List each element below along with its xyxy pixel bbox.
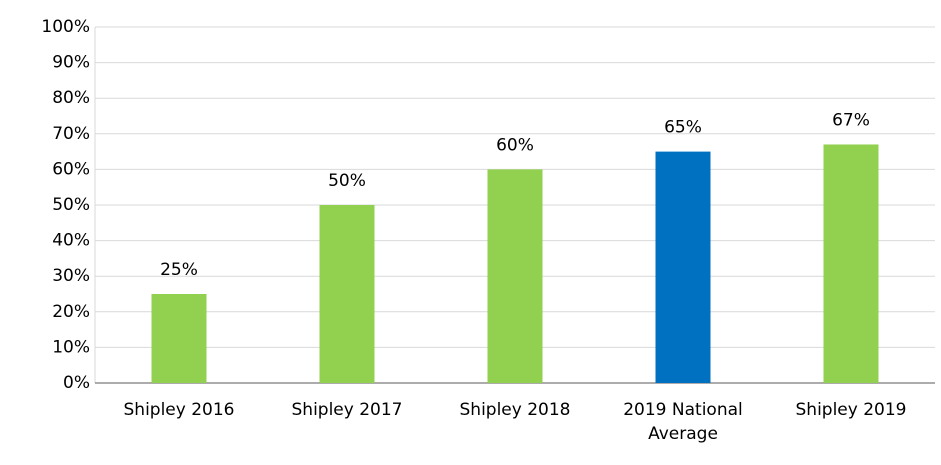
data-label: 25%	[160, 260, 198, 280]
y-tick-label: 0%	[63, 373, 90, 393]
bar	[655, 151, 711, 383]
y-tick-label: 80%	[52, 88, 90, 108]
bar	[151, 294, 207, 383]
x-tick-label: Shipley 2019	[795, 400, 907, 420]
x-tick-label: Shipley 2017	[291, 400, 403, 420]
y-tick-label: 30%	[52, 266, 90, 286]
y-tick-label: 40%	[52, 231, 90, 251]
x-tick-label: Shipley 2016	[123, 400, 235, 420]
y-tick-label: 100%	[41, 17, 90, 37]
data-label: 60%	[496, 135, 534, 155]
bar	[823, 144, 879, 383]
x-tick-label: Shipley 2018	[459, 400, 571, 420]
y-tick-label: 10%	[52, 337, 90, 357]
y-tick-label: 50%	[52, 195, 90, 215]
y-tick-label: 60%	[52, 159, 90, 179]
data-label: 50%	[328, 171, 366, 191]
data-label: 65%	[664, 118, 702, 138]
bar	[319, 205, 375, 383]
x-tick-label: 2019 National Average	[623, 400, 743, 444]
y-tick-label: 90%	[52, 53, 90, 73]
y-tick-label: 20%	[52, 302, 90, 322]
data-label: 67%	[832, 110, 870, 130]
bar	[487, 169, 543, 383]
y-tick-label: 70%	[52, 124, 90, 144]
